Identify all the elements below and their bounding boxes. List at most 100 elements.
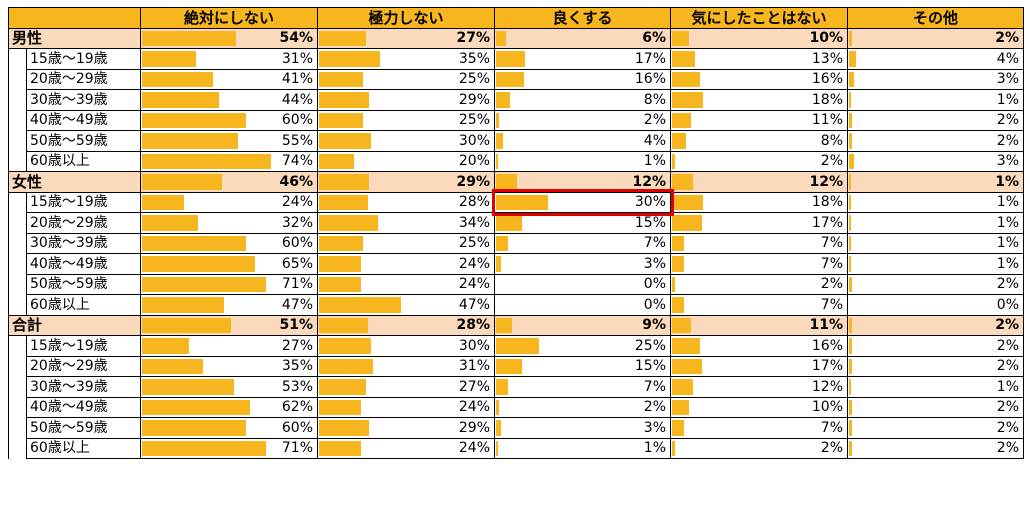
bar-mark (496, 420, 501, 436)
data-cell: 2% (494, 396, 671, 418)
bar-mark (672, 399, 689, 415)
table-row: 50歳～59歳 71% 24% 0% 2% 2% (9, 273, 1024, 295)
bar-mark (849, 51, 856, 67)
data-cell: 4% (847, 48, 1024, 70)
bar-mark (319, 276, 361, 292)
bar-mark (672, 256, 684, 272)
data-cell: 46% (140, 171, 318, 193)
data-cell: 2% (847, 396, 1024, 418)
table-row: 40歳～49歳 65% 24% 3% 7% 1% (9, 253, 1024, 275)
bar-mark (496, 194, 548, 210)
data-label: 41% (281, 71, 313, 88)
data-label: 2% (995, 30, 1019, 47)
group-row: 合計 51% 28% 9% 11% 2% (8, 314, 1024, 336)
data-label: 1% (995, 173, 1019, 190)
bar-mark (849, 317, 852, 333)
data-label: 44% (281, 91, 313, 108)
data-cell: 27% (317, 376, 495, 398)
data-label: 7% (820, 235, 843, 252)
data-label: 30% (458, 337, 490, 354)
data-label: 8% (643, 91, 666, 108)
header-row: 絶対にしない 極力しない 良くする 気にしたことはない その他 (8, 7, 1024, 29)
table-body: 男性 54% 27% 6% 10% 2% 15歳～19歳 31% 35% 17% 13% 4% 20歳～… (8, 27, 1024, 459)
row-label: 30歳～39歳 (26, 232, 141, 254)
data-label: 24% (458, 399, 490, 416)
data-label: 29% (456, 173, 490, 190)
bar-mark (672, 71, 700, 87)
data-cell: 65% (140, 253, 318, 275)
data-cell: 13% (670, 48, 848, 70)
data-label: 2% (996, 112, 1019, 129)
data-cell: 15% (494, 212, 671, 234)
data-cell: 1% (494, 150, 671, 172)
data-cell: 1% (847, 191, 1024, 213)
bar-mark (496, 30, 506, 46)
data-label: 51% (279, 317, 313, 334)
row-label: 60歳以上 (26, 294, 141, 316)
table-row: 20歳～29歳 35% 31% 15% 17% 2% (9, 355, 1024, 377)
table-row: 50歳～59歳 60% 29% 3% 7% 2% (9, 417, 1024, 439)
bar-mark (496, 256, 501, 272)
data-cell: 47% (140, 294, 318, 316)
table-row: 15歳～19歳 24% 28% 30% 18% 1% (8, 191, 1024, 315)
data-cell: 2% (670, 150, 848, 172)
bar-mark (672, 440, 675, 456)
bar-mark (319, 256, 361, 272)
data-cell: 24% (317, 437, 495, 459)
data-label: 0% (643, 296, 666, 313)
data-label: 60% (281, 419, 313, 436)
data-label: 65% (281, 255, 313, 272)
data-label: 1% (996, 255, 1019, 272)
data-label: 1% (996, 194, 1019, 211)
data-label: 12% (811, 378, 843, 395)
bar-mark (496, 71, 524, 87)
bar-mark (849, 440, 852, 456)
data-label: 16% (811, 71, 843, 88)
bar-mark (496, 133, 503, 149)
bar-mark (142, 276, 266, 292)
data-cell: 7% (494, 376, 671, 398)
data-label: 2% (996, 132, 1019, 149)
group-row: 男性 54% 27% 6% 10% 2% (8, 27, 1024, 49)
bar-mark (849, 153, 854, 169)
data-label: 71% (281, 440, 313, 457)
bar-mark (142, 174, 222, 190)
bar-mark (142, 358, 203, 374)
data-cell: 34% (317, 212, 495, 234)
data-cell: 60% (140, 232, 318, 254)
data-label: 1% (643, 153, 666, 170)
data-cell: 29% (317, 171, 495, 193)
row-label: 60歳以上 (26, 150, 141, 172)
data-cell: 1% (847, 171, 1024, 193)
data-cell: 7% (670, 253, 848, 275)
data-label: 6% (642, 30, 666, 47)
data-label: 25% (634, 337, 666, 354)
data-label: 53% (281, 378, 313, 395)
data-cell: 35% (317, 48, 495, 70)
data-cell: 71% (140, 273, 318, 295)
data-label: 30% (458, 132, 490, 149)
bar-mark (319, 71, 363, 87)
data-label: 2% (996, 276, 1019, 293)
data-label: 60% (281, 235, 313, 252)
data-label: 7% (643, 378, 666, 395)
group-label: 男性 (8, 27, 141, 49)
data-cell: 2% (847, 27, 1024, 49)
data-label: 1% (996, 235, 1019, 252)
bar-mark (319, 51, 380, 67)
bar-mark (142, 92, 219, 108)
group-label: 合計 (8, 314, 141, 336)
bar-mark (672, 338, 700, 354)
data-label: 8% (820, 132, 843, 149)
row-label: 50歳～59歳 (26, 273, 141, 295)
data-label: 47% (458, 296, 490, 313)
bar-mark (319, 30, 366, 46)
table-row: 30歳～39歳 60% 25% 7% 7% 1% (9, 232, 1024, 254)
bar-mark (672, 112, 691, 128)
data-cell: 10% (670, 27, 848, 49)
data-label: 17% (811, 358, 843, 375)
data-label: 12% (809, 173, 843, 190)
bar-mark (496, 399, 499, 415)
data-cell: 8% (670, 130, 848, 152)
data-label: 2% (996, 440, 1019, 457)
